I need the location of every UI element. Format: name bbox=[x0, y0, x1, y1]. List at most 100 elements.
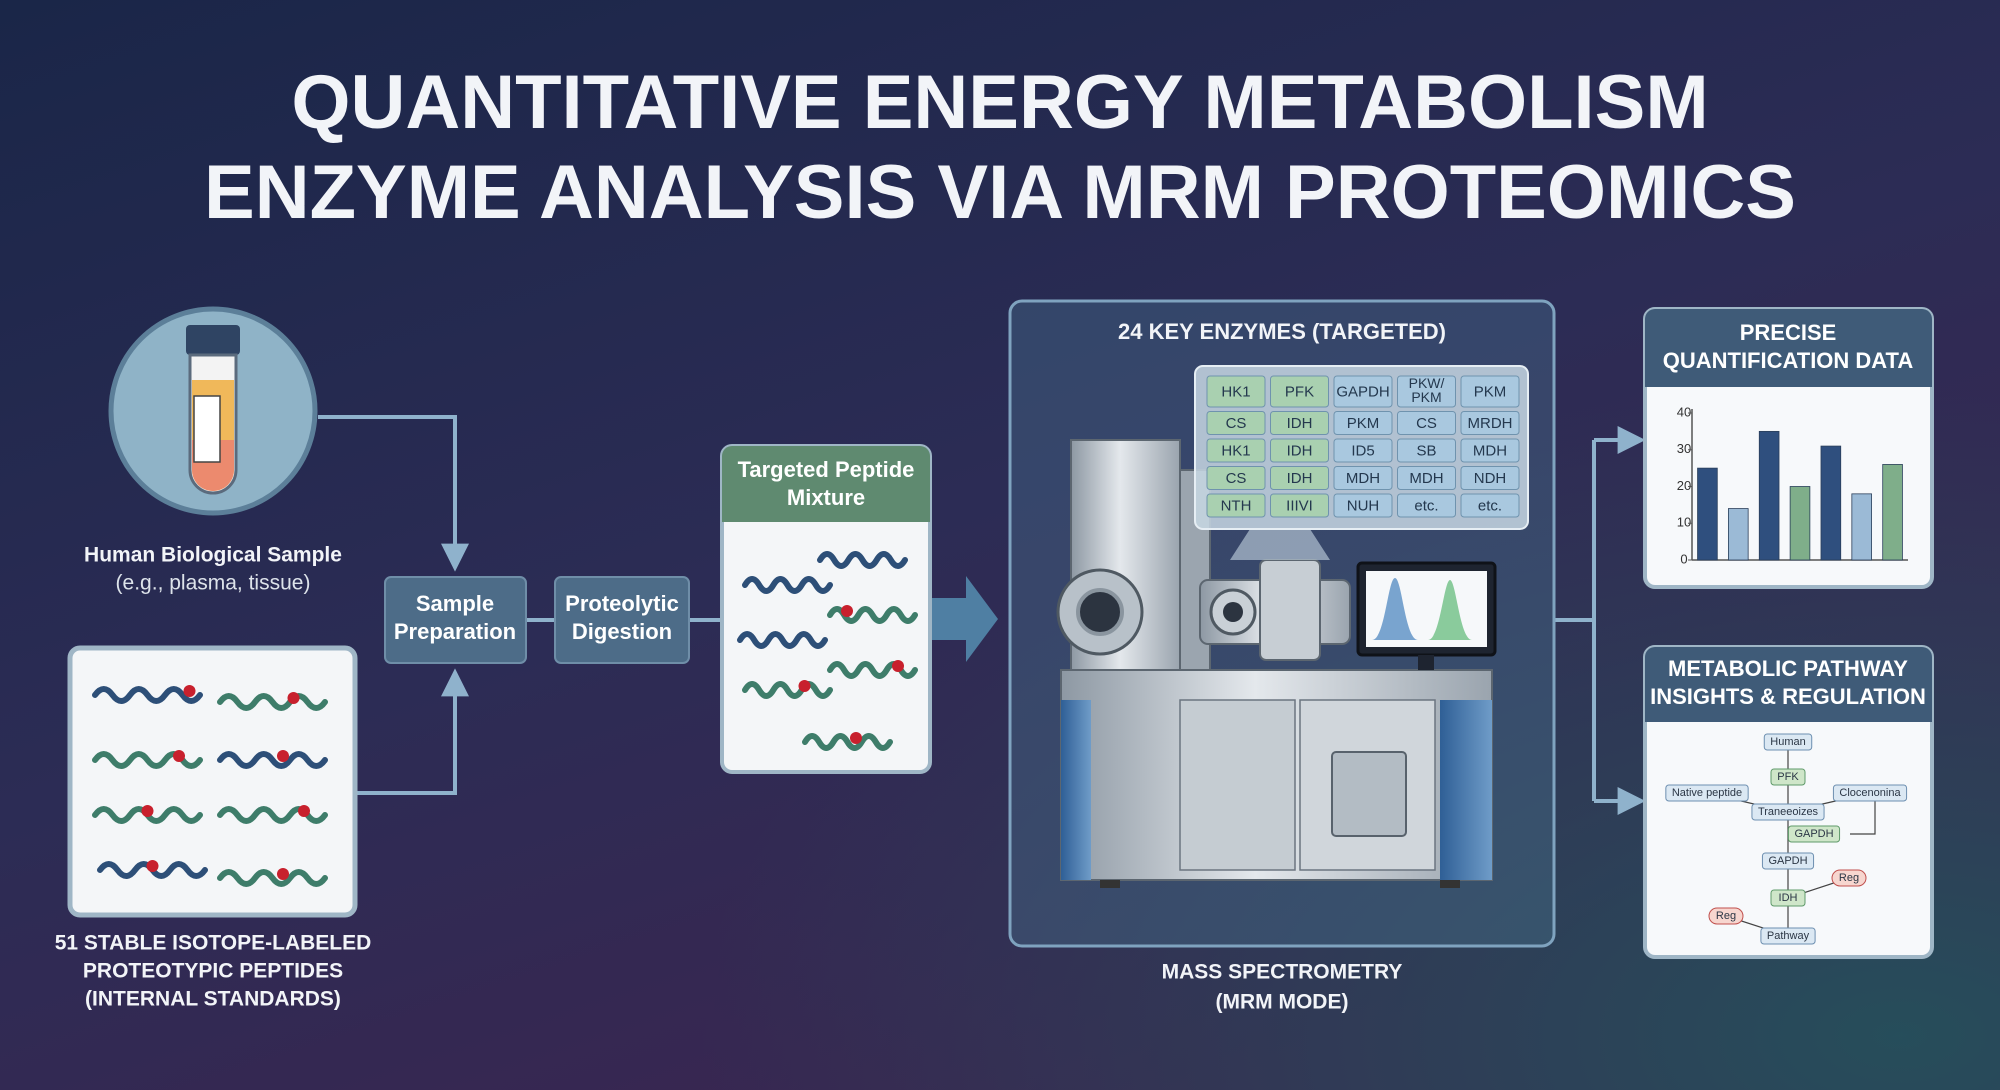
enzyme-cell bbox=[1206, 375, 1266, 408]
title-line: QUANTITATIVE ENERGY METABOLISM bbox=[291, 60, 1708, 145]
pathway-node-label: GAPDH bbox=[1794, 828, 1833, 840]
ms-caption: (MRM MODE) bbox=[1216, 991, 1349, 1014]
standards-line: (INTERNAL STANDARDS) bbox=[85, 988, 341, 1011]
bar-chart: 0 10 20 30 40 bbox=[1677, 404, 1908, 566]
enzyme-cell bbox=[1270, 466, 1329, 490]
y-tick-label: 30 bbox=[1677, 441, 1691, 456]
step-label: Sample bbox=[416, 591, 494, 616]
enzyme-label: NUH bbox=[1347, 497, 1380, 514]
pathway-node-label: GAPDH bbox=[1768, 855, 1807, 867]
pathway-node bbox=[1763, 733, 1813, 751]
y-tick-label: 0 bbox=[1680, 551, 1687, 566]
peptide bbox=[802, 733, 893, 751]
label-dot bbox=[892, 660, 904, 672]
mixture-title: Mixture bbox=[787, 485, 865, 510]
monitor-stand bbox=[1418, 655, 1434, 670]
enzyme-cell bbox=[1460, 375, 1520, 408]
detector bbox=[1259, 559, 1321, 661]
sample-label: Human Biological Sample bbox=[84, 544, 342, 567]
enzyme-cell bbox=[1397, 375, 1456, 408]
sample-icon bbox=[108, 306, 318, 516]
label-dot bbox=[183, 685, 196, 697]
foot bbox=[1100, 880, 1120, 888]
pathway-node-label: Traneeoizes bbox=[1758, 806, 1819, 818]
enzyme-cell bbox=[1460, 411, 1520, 435]
label-dot bbox=[146, 860, 159, 872]
pathway-header bbox=[1645, 647, 1932, 722]
peptides bbox=[737, 551, 918, 751]
step-label: Digestion bbox=[572, 619, 672, 644]
enzyme-label: GAPDH bbox=[1336, 383, 1389, 400]
ms-caption: MASS SPECTROMETRY bbox=[1162, 961, 1403, 984]
sample-note: (e.g., plasma, tissue) bbox=[116, 572, 311, 595]
label-dot bbox=[277, 750, 289, 762]
enzyme-label: HK1 bbox=[1221, 383, 1250, 400]
bar bbox=[1697, 467, 1718, 561]
chamber-window bbox=[1076, 588, 1124, 636]
title-line: ENZYME ANALYSIS VIA MRM PROTEOMICS bbox=[204, 150, 1796, 235]
connector bbox=[318, 415, 469, 572]
instrument-side bbox=[1061, 700, 1091, 880]
step-box bbox=[554, 576, 690, 664]
enzyme-label: MDH bbox=[1409, 470, 1443, 487]
pathway-node bbox=[1832, 784, 1908, 802]
quant-title: PRECISE bbox=[1740, 320, 1837, 345]
label-dot bbox=[141, 805, 154, 817]
peptide bbox=[742, 681, 833, 699]
big-arrow bbox=[931, 576, 998, 662]
pathway-node bbox=[1831, 869, 1867, 887]
bar bbox=[1758, 430, 1780, 561]
pathway-node bbox=[1760, 927, 1816, 945]
quant-title: QUANTIFICATION DATA bbox=[1663, 348, 1914, 373]
label-dot bbox=[277, 868, 289, 880]
label-dot bbox=[841, 605, 853, 617]
enzyme-label: CS bbox=[1416, 415, 1437, 432]
enzyme-cell bbox=[1460, 438, 1520, 463]
enzyme-cell bbox=[1206, 411, 1266, 435]
enzyme-label: NDH bbox=[1474, 470, 1507, 487]
enzyme-cell bbox=[1397, 466, 1456, 490]
enzyme-label: PKW/ bbox=[1409, 375, 1445, 391]
peak bbox=[1372, 578, 1418, 640]
enzyme-label: PKM bbox=[1474, 383, 1507, 400]
pathway-node bbox=[1665, 784, 1749, 802]
pathway-node bbox=[1751, 803, 1825, 821]
enzyme-label: CS bbox=[1226, 415, 1247, 432]
pathway-diagram: Human PFK Native peptide Clocenonina Traneeo… bbox=[1665, 733, 1908, 945]
peptide bbox=[737, 631, 828, 649]
peptide bbox=[217, 751, 328, 769]
mixture-title: Targeted Peptide bbox=[738, 457, 915, 482]
enzyme-label: IIIVI bbox=[1286, 497, 1313, 514]
enzyme-cell bbox=[1270, 493, 1329, 518]
peptides bbox=[92, 685, 328, 887]
enzyme-label: etc. bbox=[1478, 497, 1502, 514]
enzyme-cell bbox=[1460, 466, 1520, 490]
enzyme-cell bbox=[1270, 411, 1329, 435]
connector bbox=[1554, 438, 1638, 803]
label-dot bbox=[798, 680, 811, 692]
enzyme-cell bbox=[1270, 375, 1329, 408]
enzyme-grid: HK1 PFK GAPDH PKW/PKM PKM CS IDH PKM CS MRDH HK1 ID… bbox=[1206, 375, 1520, 518]
instrument-side bbox=[1440, 700, 1492, 880]
enzyme-cell bbox=[1333, 375, 1393, 408]
peptide bbox=[817, 551, 908, 569]
enzyme-cell bbox=[1206, 493, 1266, 518]
label-dot bbox=[298, 805, 310, 817]
step-box bbox=[384, 576, 527, 664]
label-dot bbox=[287, 692, 300, 704]
label-dot bbox=[173, 750, 185, 762]
bar bbox=[1789, 486, 1811, 561]
enzyme-label: IDH bbox=[1287, 470, 1313, 487]
enzyme-cell bbox=[1333, 466, 1393, 490]
enzyme-label: MRDH bbox=[1468, 415, 1513, 432]
step-label: Proteolytic bbox=[565, 591, 679, 616]
enzyme-cell bbox=[1333, 438, 1393, 463]
bar bbox=[1882, 464, 1903, 561]
standards-label: 51 STABLE ISOTOPE-LABELED PROTEOTYPIC PE… bbox=[55, 932, 372, 1011]
peak bbox=[1428, 580, 1472, 640]
enzyme-label: CS bbox=[1226, 470, 1247, 487]
enzyme-label: IDH bbox=[1287, 442, 1313, 459]
enzyme-label: PKM bbox=[1411, 389, 1441, 405]
pathway-node-label: PFK bbox=[1777, 771, 1799, 783]
